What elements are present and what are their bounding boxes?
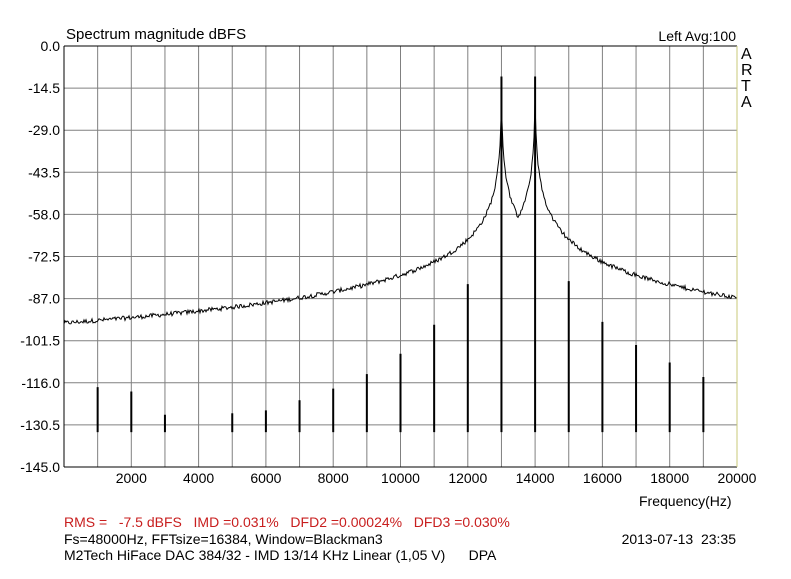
brand-letter-a1: A [741,46,752,63]
y-tick-label: -29.0 [28,122,60,138]
y-tick-label: 0.0 [41,38,61,54]
x-tick-label: 16000 [583,470,622,486]
y-tick-label: -101.5 [20,333,60,349]
x-tick-label: 12000 [448,470,487,486]
y-tick-label: -116.0 [21,375,60,391]
x-tick-label: 10000 [381,470,420,486]
x-tick-label: 8000 [318,470,349,486]
brand-letter-t: T [741,78,751,95]
chart-title: Spectrum magnitude dBFS [66,26,247,43]
measurement-datetime: 2013-07-13 23:35 [621,531,736,547]
brand-letter-a2: A [741,94,752,111]
measurement-stats: RMS = -7.5 dBFS IMD =0.031% DFD2 =0.0002… [64,514,510,530]
y-tick-label: -130.5 [20,417,60,433]
x-tick-label: 20000 [718,470,757,486]
x-tick-label: 2000 [116,470,147,486]
y-tick-label: -145.0 [20,459,60,475]
x-axis-label: Frequency(Hz) [639,493,732,509]
x-tick-label: 6000 [250,470,281,486]
y-tick-label: -14.5 [28,80,60,96]
measurement-description: M2Tech HiFace DAC 384/32 - IMD 13/14 KHz… [64,547,497,563]
x-tick-label: 18000 [650,470,689,486]
spectrum-trace [63,103,738,325]
channel-info: Left Avg:100 [658,28,736,44]
y-tick-label: -87.0 [28,291,60,307]
y-tick-label: -58.0 [28,206,60,222]
x-tick-label: 14000 [516,470,555,486]
brand-letter-r: R [741,62,753,79]
y-tick-label: -72.5 [28,249,60,265]
y-tick-label: -43.5 [28,164,60,180]
x-tick-label: 4000 [183,470,214,486]
fft-parameters: Fs=48000Hz, FFTsize=16384, Window=Blackm… [64,531,383,547]
